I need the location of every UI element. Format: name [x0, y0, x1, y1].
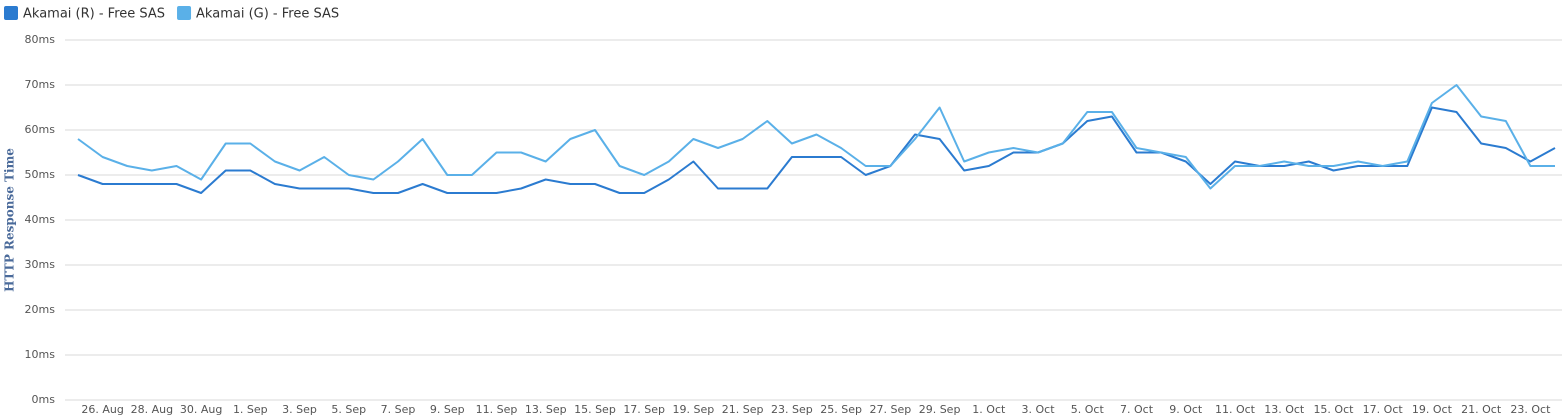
x-tick-label: 23. Sep [771, 403, 813, 416]
x-tick-label: 30. Aug [180, 403, 222, 416]
x-tick-label: 13. Sep [525, 403, 567, 416]
legend-label[interactable]: Akamai (R) - Free SAS [23, 7, 165, 22]
x-tick-label: 26. Aug [81, 403, 123, 416]
x-tick-label: 29. Sep [919, 403, 961, 416]
series-line [77, 106, 1556, 194]
x-tick-label: 19. Sep [673, 403, 715, 416]
y-tick-label: 0ms [32, 393, 56, 406]
x-tick-label: 9. Sep [430, 403, 465, 416]
x-tick-label: 13. Oct [1264, 403, 1305, 416]
x-tick-label: 23. Oct [1510, 403, 1551, 416]
x-tick-label: 3. Oct [1022, 403, 1056, 416]
y-tick-label: 20ms [25, 303, 56, 316]
x-tick-label: 28. Aug [131, 403, 173, 416]
x-tick-label: 3. Sep [282, 403, 317, 416]
y-tick-label: 40ms [25, 213, 56, 226]
x-tick-label: 15. Oct [1313, 403, 1354, 416]
x-tick-label: 11. Oct [1215, 403, 1256, 416]
y-tick-label: 30ms [25, 258, 56, 271]
x-tick-label: 17. Sep [623, 403, 665, 416]
x-tick-label: 9. Oct [1169, 403, 1203, 416]
x-tick-label: 17. Oct [1363, 403, 1404, 416]
series-line [77, 84, 1555, 190]
y-axis-title: HTTP Response Time [3, 148, 17, 292]
y-tick-label: 80ms [25, 33, 56, 46]
x-tick-label: 27. Sep [869, 403, 911, 416]
legend-label[interactable]: Akamai (G) - Free SAS [196, 7, 339, 22]
y-tick-label: 10ms [25, 348, 56, 361]
x-tick-label: 5. Oct [1071, 403, 1105, 416]
y-tick-label: 60ms [25, 123, 56, 136]
x-tick-label: 21. Oct [1461, 403, 1502, 416]
legend-swatch[interactable] [177, 6, 192, 20]
y-tick-label: 70ms [25, 78, 56, 91]
x-tick-label: 7. Oct [1120, 403, 1154, 416]
y-tick-label: 50ms [25, 168, 56, 181]
x-tick-label: 15. Sep [574, 403, 616, 416]
x-tick-label: 25. Sep [820, 403, 862, 416]
x-tick-label: 1. Oct [972, 403, 1006, 416]
legend-swatch[interactable] [4, 6, 18, 20]
x-tick-label: 5. Sep [331, 403, 366, 416]
x-tick-label: 7. Sep [381, 403, 416, 416]
x-tick-label: 1. Sep [233, 403, 268, 416]
x-tick-label: 11. Sep [476, 403, 518, 416]
x-tick-label: 21. Sep [722, 403, 764, 416]
x-tick-label: 19. Oct [1412, 403, 1453, 416]
